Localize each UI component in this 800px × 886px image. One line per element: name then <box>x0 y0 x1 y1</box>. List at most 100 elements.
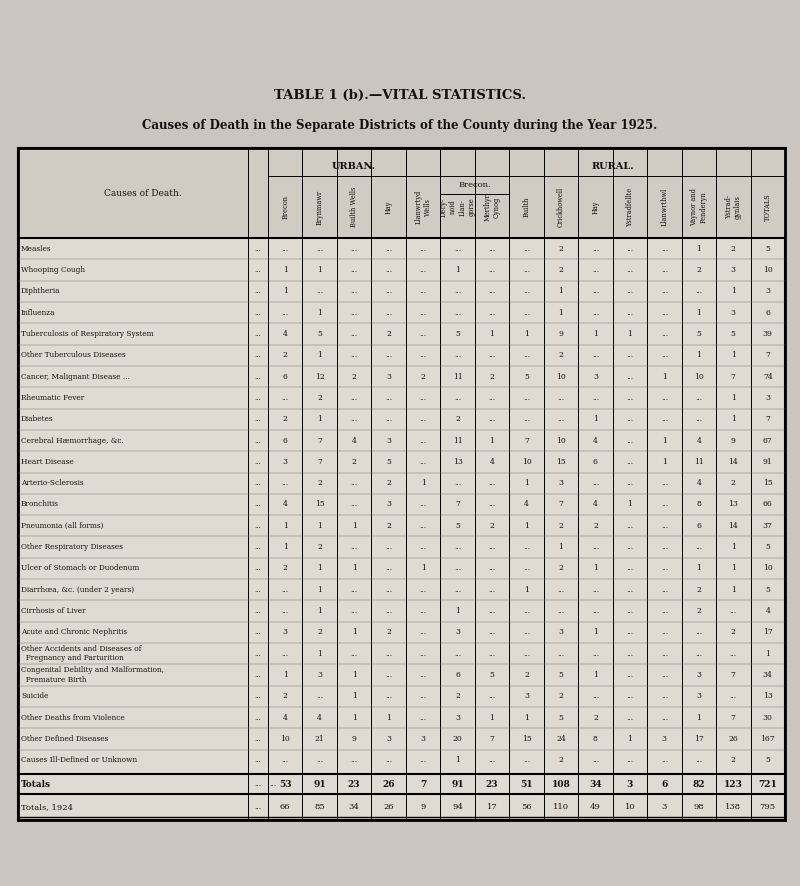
Text: ...: ... <box>254 266 262 274</box>
Text: ...: ... <box>695 757 702 765</box>
Text: ...: ... <box>254 607 262 615</box>
Text: ...: ... <box>489 649 495 657</box>
Text: Ystrad-
gynlais: Ystrad- gynlais <box>725 195 742 219</box>
Text: 1: 1 <box>318 308 322 316</box>
Text: Brynmawr: Brynmawr <box>316 190 324 224</box>
Text: Cirrhosis of Liver: Cirrhosis of Liver <box>21 607 86 615</box>
Bar <box>18 148 785 238</box>
Text: 94: 94 <box>452 803 463 811</box>
Text: 14: 14 <box>729 458 738 466</box>
Text: TABLE 1 (b).—VITAL STATISTICS.: TABLE 1 (b).—VITAL STATISTICS. <box>274 89 526 102</box>
Text: ...: ... <box>626 564 634 572</box>
Text: ...: ... <box>661 543 668 551</box>
Text: ...: ... <box>661 287 668 295</box>
Text: ...: ... <box>350 245 358 253</box>
Text: 3: 3 <box>386 437 391 445</box>
Text: ...: ... <box>523 757 530 765</box>
Text: ...: ... <box>626 714 634 722</box>
Text: 20: 20 <box>453 735 462 743</box>
Text: ...: ... <box>592 757 599 765</box>
Text: ...: ... <box>385 692 392 700</box>
Text: 2: 2 <box>731 245 736 253</box>
Text: 2: 2 <box>524 671 529 679</box>
Text: 2: 2 <box>731 757 736 765</box>
Text: Cancer, Malignant Disease ...: Cancer, Malignant Disease ... <box>21 373 130 381</box>
Text: 3: 3 <box>696 692 702 700</box>
Text: 91: 91 <box>763 458 773 466</box>
Text: 1: 1 <box>524 522 529 530</box>
Text: 66: 66 <box>280 803 290 811</box>
Text: ...: ... <box>385 607 392 615</box>
Text: ...: ... <box>454 245 461 253</box>
Text: ...: ... <box>254 757 262 765</box>
Text: ...: ... <box>523 416 530 424</box>
Text: ...: ... <box>661 522 668 530</box>
Text: 13: 13 <box>728 501 738 509</box>
Text: ...: ... <box>385 543 392 551</box>
Text: ...: ... <box>419 543 426 551</box>
Text: ...: ... <box>254 437 262 445</box>
Text: ...: ... <box>626 671 634 679</box>
Text: ...: ... <box>254 394 262 402</box>
Text: 5: 5 <box>766 586 770 594</box>
Text: 7: 7 <box>318 437 322 445</box>
Text: 721: 721 <box>758 780 778 789</box>
Text: ...: ... <box>282 479 289 487</box>
Text: ...: ... <box>661 479 668 487</box>
Text: ...: ... <box>661 564 668 572</box>
Text: ...: ... <box>254 735 262 743</box>
Text: 1: 1 <box>662 373 667 381</box>
Text: Ulcer of Stomach or Duodenum: Ulcer of Stomach or Duodenum <box>21 564 139 572</box>
Text: ...: ... <box>254 671 262 679</box>
Text: 1: 1 <box>318 649 322 657</box>
Text: ...: ... <box>661 757 668 765</box>
Text: 4: 4 <box>282 714 288 722</box>
Text: 17: 17 <box>694 735 704 743</box>
Text: 5: 5 <box>455 330 460 338</box>
Text: ...: ... <box>489 628 495 636</box>
Text: ...: ... <box>661 266 668 274</box>
Text: 34: 34 <box>763 671 773 679</box>
Text: ...: ... <box>523 287 530 295</box>
Text: ...: ... <box>419 757 426 765</box>
Text: 1: 1 <box>696 564 702 572</box>
Text: URBAN.: URBAN. <box>332 161 376 170</box>
Text: 1: 1 <box>593 564 598 572</box>
Text: 5: 5 <box>766 245 770 253</box>
Text: 2: 2 <box>731 628 736 636</box>
Text: 1: 1 <box>627 330 632 338</box>
Text: 85: 85 <box>314 803 325 811</box>
Text: 1: 1 <box>490 714 494 722</box>
Text: Whooping Cough: Whooping Cough <box>21 266 85 274</box>
Text: ...: ... <box>419 287 426 295</box>
Text: 4: 4 <box>766 607 770 615</box>
Text: 3: 3 <box>421 735 426 743</box>
Text: ...: ... <box>592 394 599 402</box>
Text: 10: 10 <box>522 458 531 466</box>
Text: 23: 23 <box>348 780 361 789</box>
Text: 1: 1 <box>318 607 322 615</box>
Text: 1: 1 <box>558 308 563 316</box>
Text: ...: ... <box>316 287 323 295</box>
Text: ...: ... <box>523 607 530 615</box>
Text: Diarrhœa, &c. (under 2 years): Diarrhœa, &c. (under 2 years) <box>21 586 134 594</box>
Text: 2: 2 <box>386 330 391 338</box>
Text: ...: ... <box>419 308 426 316</box>
Text: 3: 3 <box>282 628 288 636</box>
Text: ...: ... <box>592 479 599 487</box>
Text: 2: 2 <box>318 543 322 551</box>
Text: 7: 7 <box>731 714 736 722</box>
Text: ...: ... <box>661 649 668 657</box>
Text: ...: ... <box>730 607 737 615</box>
Text: ...: ... <box>626 586 634 594</box>
Text: 1: 1 <box>524 479 529 487</box>
Text: ...: ... <box>661 628 668 636</box>
Text: 1: 1 <box>455 607 460 615</box>
Text: 1: 1 <box>386 714 391 722</box>
Text: ...: ... <box>254 803 262 811</box>
Text: 2: 2 <box>318 479 322 487</box>
Text: 11: 11 <box>453 373 462 381</box>
Text: ...: ... <box>695 543 702 551</box>
Text: ...: ... <box>385 649 392 657</box>
Text: Suicide: Suicide <box>21 692 49 700</box>
